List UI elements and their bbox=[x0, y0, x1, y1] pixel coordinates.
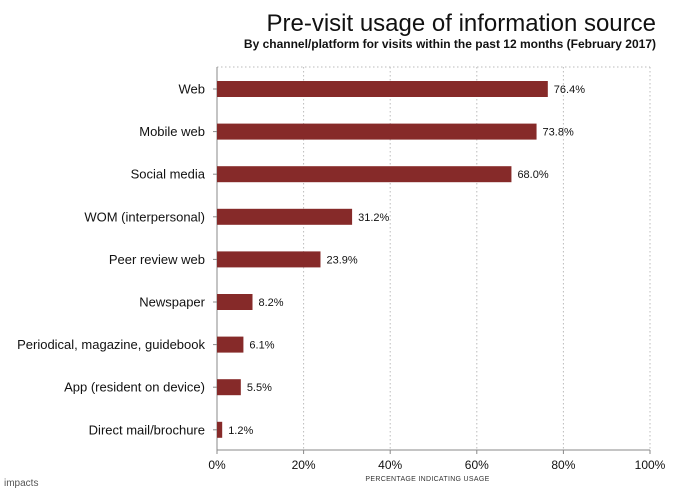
data-label: 1.2% bbox=[228, 425, 253, 437]
data-label: 73.8% bbox=[543, 127, 574, 139]
bar bbox=[217, 208, 353, 225]
bar bbox=[217, 123, 537, 140]
bar bbox=[217, 294, 253, 310]
category-label: Web bbox=[179, 82, 206, 97]
data-label: 23.9% bbox=[326, 254, 357, 266]
data-label: 8.2% bbox=[259, 297, 284, 309]
x-axis-title: PERCENTAGE INDICATING USAGE bbox=[365, 476, 489, 483]
data-label: 68.0% bbox=[517, 169, 548, 181]
category-label: Peer review web bbox=[109, 252, 205, 267]
data-label: 76.4% bbox=[554, 84, 585, 96]
category-label: Mobile web bbox=[139, 124, 205, 139]
x-tick-label: 20% bbox=[292, 458, 316, 472]
x-tick-label: 100% bbox=[635, 458, 666, 472]
x-tick-label: 0% bbox=[208, 458, 226, 472]
bar bbox=[217, 166, 512, 183]
x-tick-label: 60% bbox=[465, 458, 489, 472]
category-label: WOM (interpersonal) bbox=[84, 209, 205, 224]
category-label: Social media bbox=[131, 167, 206, 182]
bar bbox=[217, 379, 241, 396]
chart-title: Pre-visit usage of information source bbox=[266, 10, 656, 37]
chart-subtitle: By channel/platform for visits within th… bbox=[243, 37, 656, 51]
data-label: 6.1% bbox=[249, 340, 274, 352]
data-label: 5.5% bbox=[247, 382, 272, 394]
bar bbox=[217, 81, 548, 97]
x-tick-label: 80% bbox=[551, 458, 575, 472]
bar bbox=[217, 421, 223, 438]
impacts-logo: impacts bbox=[4, 478, 39, 489]
category-label: Periodical, magazine, guidebook bbox=[17, 337, 205, 352]
category-label: Newspaper bbox=[139, 295, 205, 310]
bar bbox=[217, 251, 321, 268]
bar bbox=[217, 336, 244, 353]
x-tick-label: 40% bbox=[378, 458, 402, 472]
data-label: 31.2% bbox=[358, 212, 389, 224]
category-label: App (resident on device) bbox=[64, 380, 205, 395]
category-label: Direct mail/brochure bbox=[89, 422, 205, 437]
